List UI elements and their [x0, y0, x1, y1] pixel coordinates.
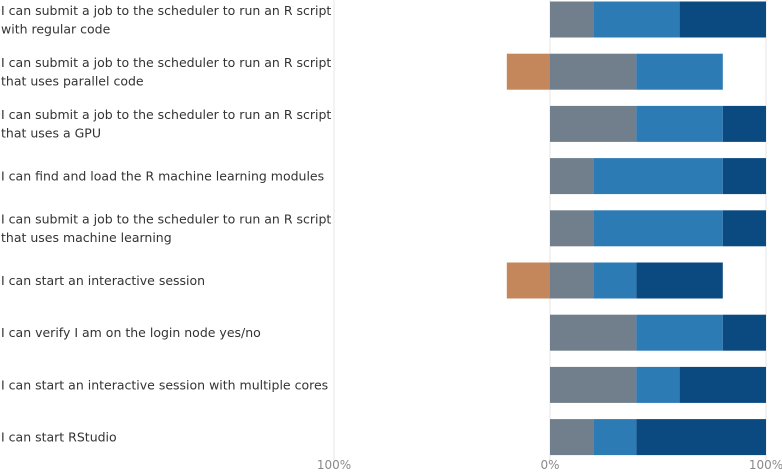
bar-0-strongly_agree: [679, 1, 766, 38]
bar-2-neutral: [550, 105, 637, 142]
category-label-7-line-0: I can start an interactive session with …: [1, 377, 328, 392]
bar-5-negative: [506, 262, 550, 299]
bar-7-agree: [636, 366, 680, 403]
bar-7-neutral: [550, 366, 637, 403]
bar-5-neutral: [550, 262, 594, 299]
bar-3-agree: [593, 158, 723, 195]
bar-0-neutral: [550, 1, 594, 38]
bar-6-neutral: [550, 314, 637, 351]
category-label-2-line-0: I can submit a job to the scheduler to r…: [1, 107, 331, 122]
bar-4-strongly_agree: [722, 210, 766, 247]
x-tick-label-2: 100%: [749, 458, 782, 472]
bar-8-neutral: [550, 419, 594, 456]
category-label-4-line-0: I can submit a job to the scheduler to r…: [1, 212, 331, 227]
bar-1-agree: [636, 53, 723, 90]
bar-0-agree: [593, 1, 680, 38]
category-label-8-line-0: I can start RStudio: [1, 430, 117, 445]
bar-2-strongly_agree: [722, 105, 766, 142]
bar-6-strongly_agree: [722, 314, 766, 351]
bar-2-agree: [636, 105, 723, 142]
category-label-3-line-0: I can find and load the R machine learni…: [1, 169, 324, 184]
bar-1-neutral: [550, 53, 637, 90]
bar-4-neutral: [550, 210, 594, 247]
bar-6-agree: [636, 314, 723, 351]
category-label-5-line-0: I can start an interactive session: [1, 273, 205, 288]
category-label-4-line-1: that uses machine learning: [1, 230, 172, 245]
category-label-0-line-1: with regular code: [1, 21, 111, 36]
bar-3-strongly_agree: [722, 158, 766, 195]
bar-3-neutral: [550, 158, 594, 195]
bar-4-agree: [593, 210, 723, 247]
x-tick-label-1: 0%: [540, 458, 559, 472]
bar-5-strongly_agree: [636, 262, 723, 299]
x-tick-label-0: 100%: [317, 458, 351, 472]
bar-8-strongly_agree: [636, 419, 766, 456]
category-label-2-line-1: that uses a GPU: [1, 126, 101, 141]
bar-7-strongly_agree: [679, 366, 766, 403]
bar-8-agree: [593, 419, 637, 456]
category-label-0-line-0: I can submit a job to the scheduler to r…: [1, 3, 331, 18]
category-label-6-line-0: I can verify I am on the login node yes/…: [1, 325, 261, 340]
bar-5-agree: [593, 262, 637, 299]
bar-1-negative: [506, 53, 550, 90]
category-label-1-line-0: I can submit a job to the scheduler to r…: [1, 55, 331, 70]
category-label-1-line-1: that uses parallel code: [1, 73, 144, 88]
